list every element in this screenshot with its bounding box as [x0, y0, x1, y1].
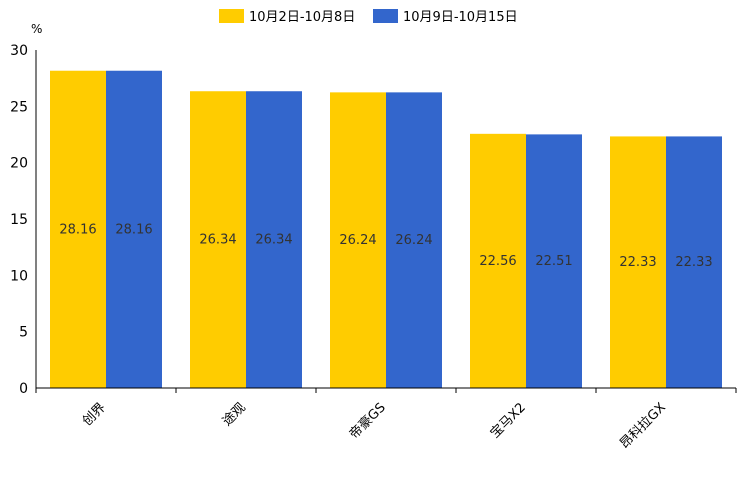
legend-label-series-2: 10月9日-10月15日	[403, 10, 518, 25]
legend-swatch-series-1	[219, 9, 244, 23]
bar	[666, 136, 722, 388]
data-label: 26.24	[395, 233, 432, 248]
y-tick-label: 5	[19, 325, 28, 341]
y-tick-label: 0	[19, 381, 28, 397]
x-axis: 创界 途观 帝豪GS 宝马X2 昂科拉GX	[35, 387, 737, 452]
y-axis-unit-label: %	[31, 22, 42, 36]
data-label: 22.51	[535, 254, 572, 269]
bar	[190, 91, 246, 389]
y-tick-label: 20	[10, 156, 28, 172]
bar	[470, 133, 526, 388]
data-label: 28.16	[59, 222, 96, 237]
bar	[50, 70, 106, 389]
bar	[526, 134, 582, 388]
plot-area: 28.16 28.16 26.34 26.34 26.24 26.24 22.56 22.51…	[50, 70, 722, 389]
data-label: 28.16	[115, 222, 152, 237]
y-tick-label: 15	[10, 212, 28, 228]
y-axis: 0 5 10 15 20 25 30	[10, 43, 37, 397]
legend-swatch-series-2	[373, 9, 398, 23]
y-tick-label: 30	[10, 43, 28, 59]
bar	[330, 92, 386, 388]
x-category-label: 途观	[219, 400, 249, 430]
bar	[106, 70, 162, 389]
y-tick-label: 10	[10, 268, 28, 284]
x-category-label: 创界	[80, 400, 109, 429]
legend: 10月2日-10月8日 10月9日-10月15日	[219, 9, 518, 25]
data-label: 26.24	[339, 233, 376, 248]
x-category-label: 昂科拉GX	[617, 400, 669, 452]
bar	[386, 92, 442, 388]
data-label: 22.33	[619, 255, 656, 270]
data-label: 22.33	[675, 255, 712, 270]
data-label: 26.34	[199, 233, 236, 248]
x-category-label: 帝豪GS	[346, 400, 389, 443]
legend-label-series-1: 10月2日-10月8日	[249, 10, 355, 25]
bar	[246, 91, 302, 389]
y-tick-label: 25	[10, 99, 28, 115]
bar	[610, 136, 666, 388]
x-category-label: 宝马X2	[488, 400, 529, 441]
data-label: 26.34	[255, 233, 292, 248]
data-label: 22.56	[479, 254, 516, 269]
